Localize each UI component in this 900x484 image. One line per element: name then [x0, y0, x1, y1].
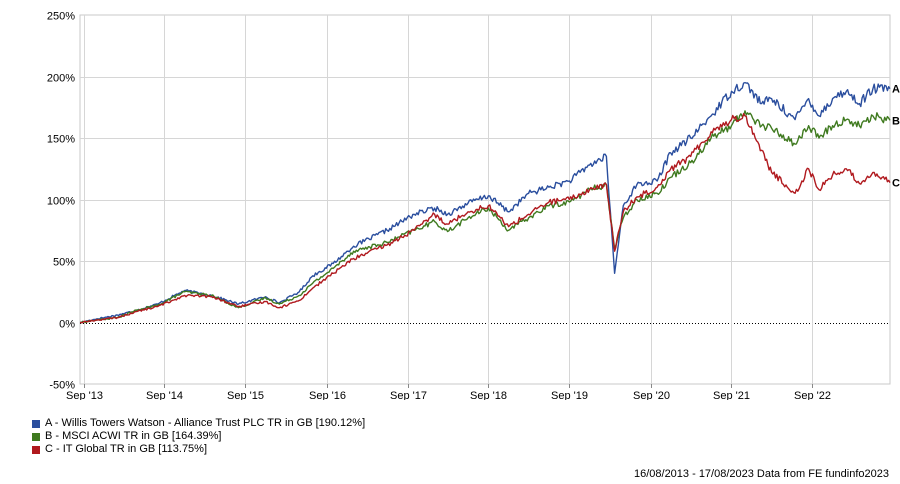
- x-tick-label: Sep '14: [146, 390, 183, 400]
- series-line-c: [79, 113, 891, 324]
- series-end-label-a: A: [892, 84, 900, 96]
- y-tick-label: 0%: [59, 319, 75, 331]
- legend: A - Willis Towers Watson - Alliance Trus…: [32, 417, 365, 456]
- legend-swatch-c: [32, 445, 40, 454]
- x-tick-label: Sep '13: [66, 390, 103, 400]
- legend-label-b: B - MSCI ACWI TR in GB [164.39%]: [45, 430, 222, 442]
- legend-item-a: A - Willis Towers Watson - Alliance Trus…: [32, 417, 365, 430]
- y-tick-label: 100%: [47, 196, 75, 208]
- x-tick-label: Sep '22: [794, 390, 831, 400]
- x-tick-label: Sep '15: [227, 390, 264, 400]
- y-tick-label: 150%: [47, 134, 75, 146]
- legend-swatch-b: [32, 432, 40, 441]
- legend-swatch-a: [32, 419, 40, 428]
- x-tick-label: Sep '20: [633, 390, 670, 400]
- legend-item-c: C - IT Global TR in GB [113.75%]: [32, 443, 365, 456]
- legend-item-b: B - MSCI ACWI TR in GB [164.39%]: [32, 430, 365, 443]
- y-tick-label: 200%: [47, 73, 75, 85]
- x-tick-label: Sep '19: [551, 390, 588, 400]
- x-tick-label: Sep '17: [390, 390, 427, 400]
- x-tick-label: Sep '21: [713, 390, 750, 400]
- x-tick-label: Sep '16: [309, 390, 346, 400]
- y-tick-label: 50%: [53, 257, 75, 269]
- plot-area: [79, 14, 891, 385]
- y-tick-label: 250%: [47, 11, 75, 23]
- x-tick-label: Sep '18: [470, 390, 507, 400]
- y-tick-label: -50%: [49, 380, 75, 392]
- series-end-label-b: B: [892, 115, 900, 127]
- series-end-label-c: C: [892, 178, 900, 190]
- legend-label-c: C - IT Global TR in GB [113.75%]: [45, 443, 208, 455]
- legend-label-a: A - Willis Towers Watson - Alliance Trus…: [45, 417, 366, 429]
- performance-line-chart: -50% 0% 50% 100% 150% 200% 250% Sep '13 Sep '14 S…: [47, 11, 900, 401]
- data-source-footer: 16/08/2013 - 17/08/2023 Data from FE fun…: [633, 468, 889, 480]
